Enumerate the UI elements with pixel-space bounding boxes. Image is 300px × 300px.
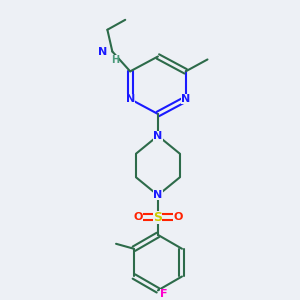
Text: N: N (153, 190, 163, 200)
Text: H: H (111, 55, 119, 64)
Text: N: N (181, 94, 190, 104)
Text: S: S (153, 211, 162, 224)
Text: O: O (173, 212, 182, 222)
Text: F: F (160, 289, 168, 299)
Text: O: O (134, 212, 143, 222)
Text: N: N (153, 131, 163, 141)
Text: N: N (98, 46, 107, 56)
Text: N: N (126, 94, 135, 104)
